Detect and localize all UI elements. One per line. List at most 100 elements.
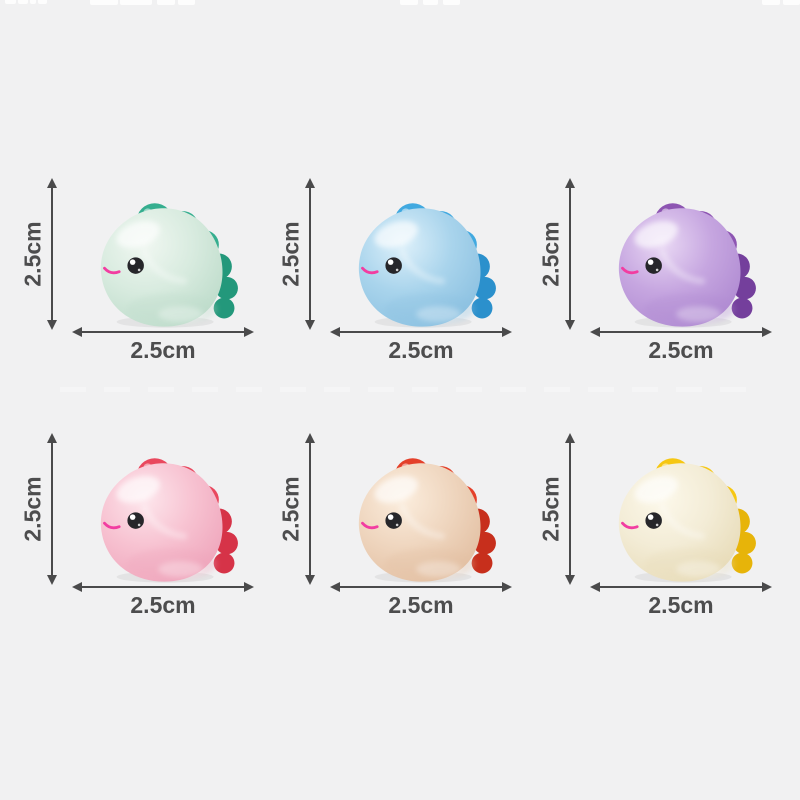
fish-figurine-graphic [618, 203, 756, 328]
height-dimension: 2.5cm [278, 433, 316, 585]
fish-mouth [621, 266, 639, 275]
fish-figurine-graphic [358, 458, 496, 583]
fish-eye [127, 512, 144, 529]
width-label: 2.5cm [130, 592, 196, 618]
arrow-up-icon [46, 178, 57, 188]
figurine-tan-fish [348, 453, 500, 583]
cropped-banner-artifact [90, 0, 118, 5]
fish-figurine-graphic [100, 458, 238, 583]
height-dimension: 2.5cm [278, 178, 316, 330]
arrow-left-icon [590, 581, 600, 592]
height-label: 2.5cm [277, 476, 304, 542]
width-label: 2.5cm [648, 337, 714, 363]
fish-eye [645, 512, 662, 529]
height-dimension: 2.5cm [20, 433, 58, 585]
figurine-purple-fish [608, 198, 760, 328]
fish-eye [127, 257, 144, 274]
gloss-highlight [116, 475, 161, 503]
fish-mouth [103, 266, 121, 275]
cropped-banner-artifact [400, 0, 418, 5]
figure-cell-pink-fish: 2.5cm [15, 425, 275, 630]
arrow-down-icon [564, 320, 575, 330]
figurine-pink-fish [90, 453, 242, 583]
cropped-banner-artifact [30, 0, 36, 4]
height-dimension: 2.5cm [538, 178, 576, 330]
arrow-right-icon [244, 326, 254, 337]
fish-figurine-graphic [358, 203, 496, 328]
width-dimension [330, 326, 512, 338]
figure-cell-tan-fish: 2.5cm [273, 425, 533, 630]
cropped-banner-artifact [423, 0, 438, 5]
cropped-banner-artifact [178, 0, 195, 5]
fish-mouth [361, 266, 379, 275]
gloss-highlight [374, 475, 419, 503]
arrow-left-icon [330, 581, 340, 592]
height-label: 2.5cm [537, 476, 564, 542]
arrow-down-icon [304, 575, 315, 585]
arrow-down-icon [46, 575, 57, 585]
arrow-up-icon [564, 178, 575, 188]
figurine-green-fish [90, 198, 242, 328]
gloss-highlight [116, 220, 161, 248]
height-label: 2.5cm [277, 221, 304, 287]
arrow-left-icon [72, 326, 82, 337]
arrow-down-icon [304, 320, 315, 330]
gloss-highlight [634, 475, 679, 503]
width-label: 2.5cm [388, 337, 454, 363]
arrow-up-icon [564, 433, 575, 443]
arrow-down-icon [46, 320, 57, 330]
cropped-banner-artifact [783, 0, 800, 5]
gloss-highlight [634, 220, 679, 248]
arrow-left-icon [590, 326, 600, 337]
height-dimension: 2.5cm [20, 178, 58, 330]
cropped-banner-artifact [120, 0, 152, 5]
cropped-banner-artifact [157, 0, 175, 5]
fish-eye [645, 257, 662, 274]
width-dimension [590, 581, 772, 593]
width-label: 2.5cm [130, 337, 196, 363]
cropped-banner-artifact [38, 0, 47, 4]
figure-cell-blue-fish: 2.5cm [273, 170, 533, 375]
height-label: 2.5cm [19, 476, 46, 542]
cropped-banner-artifact [443, 0, 460, 5]
height-label: 2.5cm [19, 221, 46, 287]
arrow-up-icon [46, 433, 57, 443]
width-dimension [72, 326, 254, 338]
arrow-right-icon [502, 326, 512, 337]
arrow-right-icon [762, 581, 772, 592]
cropped-banner-artifact [762, 0, 780, 5]
fish-figurine-graphic [100, 203, 238, 328]
arrow-left-icon [330, 326, 340, 337]
arrow-right-icon [502, 581, 512, 592]
figure-cell-cream-fish: 2.5cm [533, 425, 793, 630]
arrow-right-icon [244, 581, 254, 592]
figure-cell-green-fish: 2.5cm [15, 170, 275, 375]
figurine-blue-fish [348, 198, 500, 328]
width-label: 2.5cm [388, 592, 454, 618]
width-dimension [330, 581, 512, 593]
faint-row-separator [60, 387, 750, 392]
arrow-right-icon [762, 326, 772, 337]
arrow-up-icon [304, 433, 315, 443]
fish-eye [385, 257, 402, 274]
arrow-down-icon [564, 575, 575, 585]
arrow-left-icon [72, 581, 82, 592]
height-label: 2.5cm [537, 221, 564, 287]
fish-mouth [621, 521, 639, 530]
arrow-up-icon [304, 178, 315, 188]
width-dimension [72, 581, 254, 593]
gloss-highlight [374, 220, 419, 248]
cropped-banner-artifact [18, 0, 28, 4]
fish-mouth [103, 521, 121, 530]
figurine-cream-fish [608, 453, 760, 583]
figure-cell-purple-fish: 2.5cm [533, 170, 793, 375]
cropped-banner-artifact [5, 0, 16, 4]
width-label: 2.5cm [648, 592, 714, 618]
height-dimension: 2.5cm [538, 433, 576, 585]
fish-eye [385, 512, 402, 529]
fish-mouth [361, 521, 379, 530]
fish-figurine-graphic [618, 458, 756, 583]
width-dimension [590, 326, 772, 338]
